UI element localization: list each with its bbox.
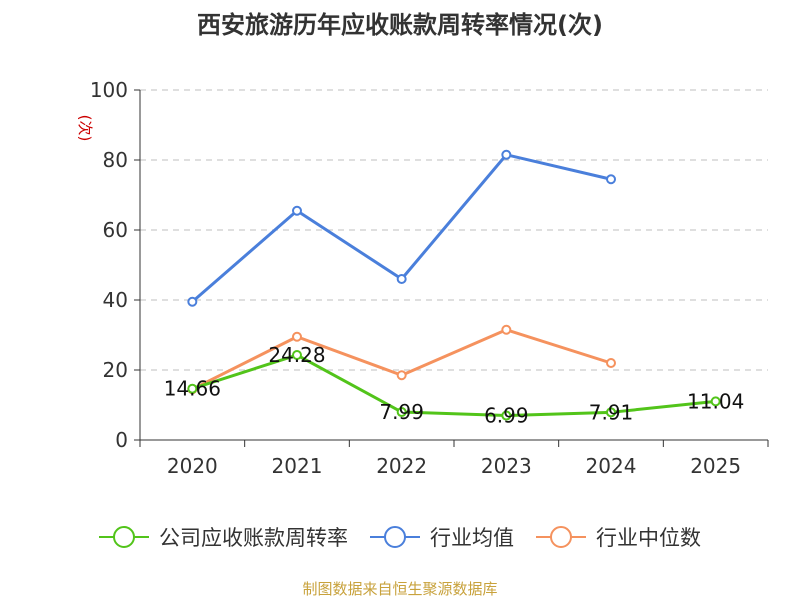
y-axis-label: (次)	[76, 115, 94, 142]
data-point	[606, 407, 616, 418]
y-tick-label: 100	[90, 78, 128, 102]
legend-label: 行业中位数	[596, 526, 701, 550]
data-point	[292, 350, 302, 361]
data-point	[292, 205, 302, 216]
data-label: 11.04	[687, 389, 744, 413]
data-label: 7.91	[589, 400, 634, 424]
legend-marker	[113, 526, 135, 548]
x-tick-label: 2020	[167, 454, 218, 478]
legend-marker	[550, 526, 572, 548]
y-tick-label: 40	[103, 288, 128, 312]
legend-label: 公司应收账款周转率	[159, 526, 348, 550]
x-tick-label: 2021	[272, 454, 323, 478]
data-point	[501, 410, 512, 421]
source-note: 制图数据来自恒生聚源数据库	[302, 580, 497, 598]
axis-layer: 0 20 40 60 80 100 2020 2021 2022 2023 2024 2025	[90, 78, 769, 478]
data-point	[396, 274, 407, 284]
y-tick-label: 80	[103, 148, 128, 172]
legend-marker	[384, 526, 406, 548]
data-point	[396, 370, 407, 381]
chart-title: 西安旅游历年应收账款周转率情况(次)	[197, 11, 603, 39]
y-tick-label: 20	[103, 358, 128, 382]
data-point	[501, 149, 512, 160]
series-line	[191, 328, 612, 391]
data-label: 7.99	[379, 400, 424, 424]
data-point	[396, 407, 407, 418]
data-point	[187, 296, 198, 307]
label-layer: 14.66 24.28 7.99 6.99 7.91 11.04	[164, 343, 745, 428]
data-point	[710, 396, 721, 407]
y-tick-label: 60	[103, 218, 128, 242]
legend-label: 行业均值	[430, 526, 514, 550]
data-label: 6.99	[484, 404, 529, 428]
grid-layer	[140, 89, 768, 371]
x-tick-label: 2024	[586, 454, 637, 478]
y-tick-label: 0	[115, 428, 128, 452]
data-point	[501, 324, 512, 335]
x-tick-label: 2025	[690, 454, 741, 478]
x-tick-label: 2022	[376, 454, 427, 478]
data-label: 24.28	[268, 343, 325, 367]
data-point	[292, 331, 302, 342]
data-label: 14.66	[164, 377, 221, 401]
series-layer	[187, 149, 721, 421]
legend: 公司应收账款周转率 行业均值 行业中位数	[99, 526, 701, 550]
x-tick-label: 2023	[481, 454, 532, 478]
series-line	[191, 353, 716, 418]
data-point	[187, 383, 198, 394]
data-point	[606, 174, 616, 185]
data-point	[606, 358, 616, 368]
